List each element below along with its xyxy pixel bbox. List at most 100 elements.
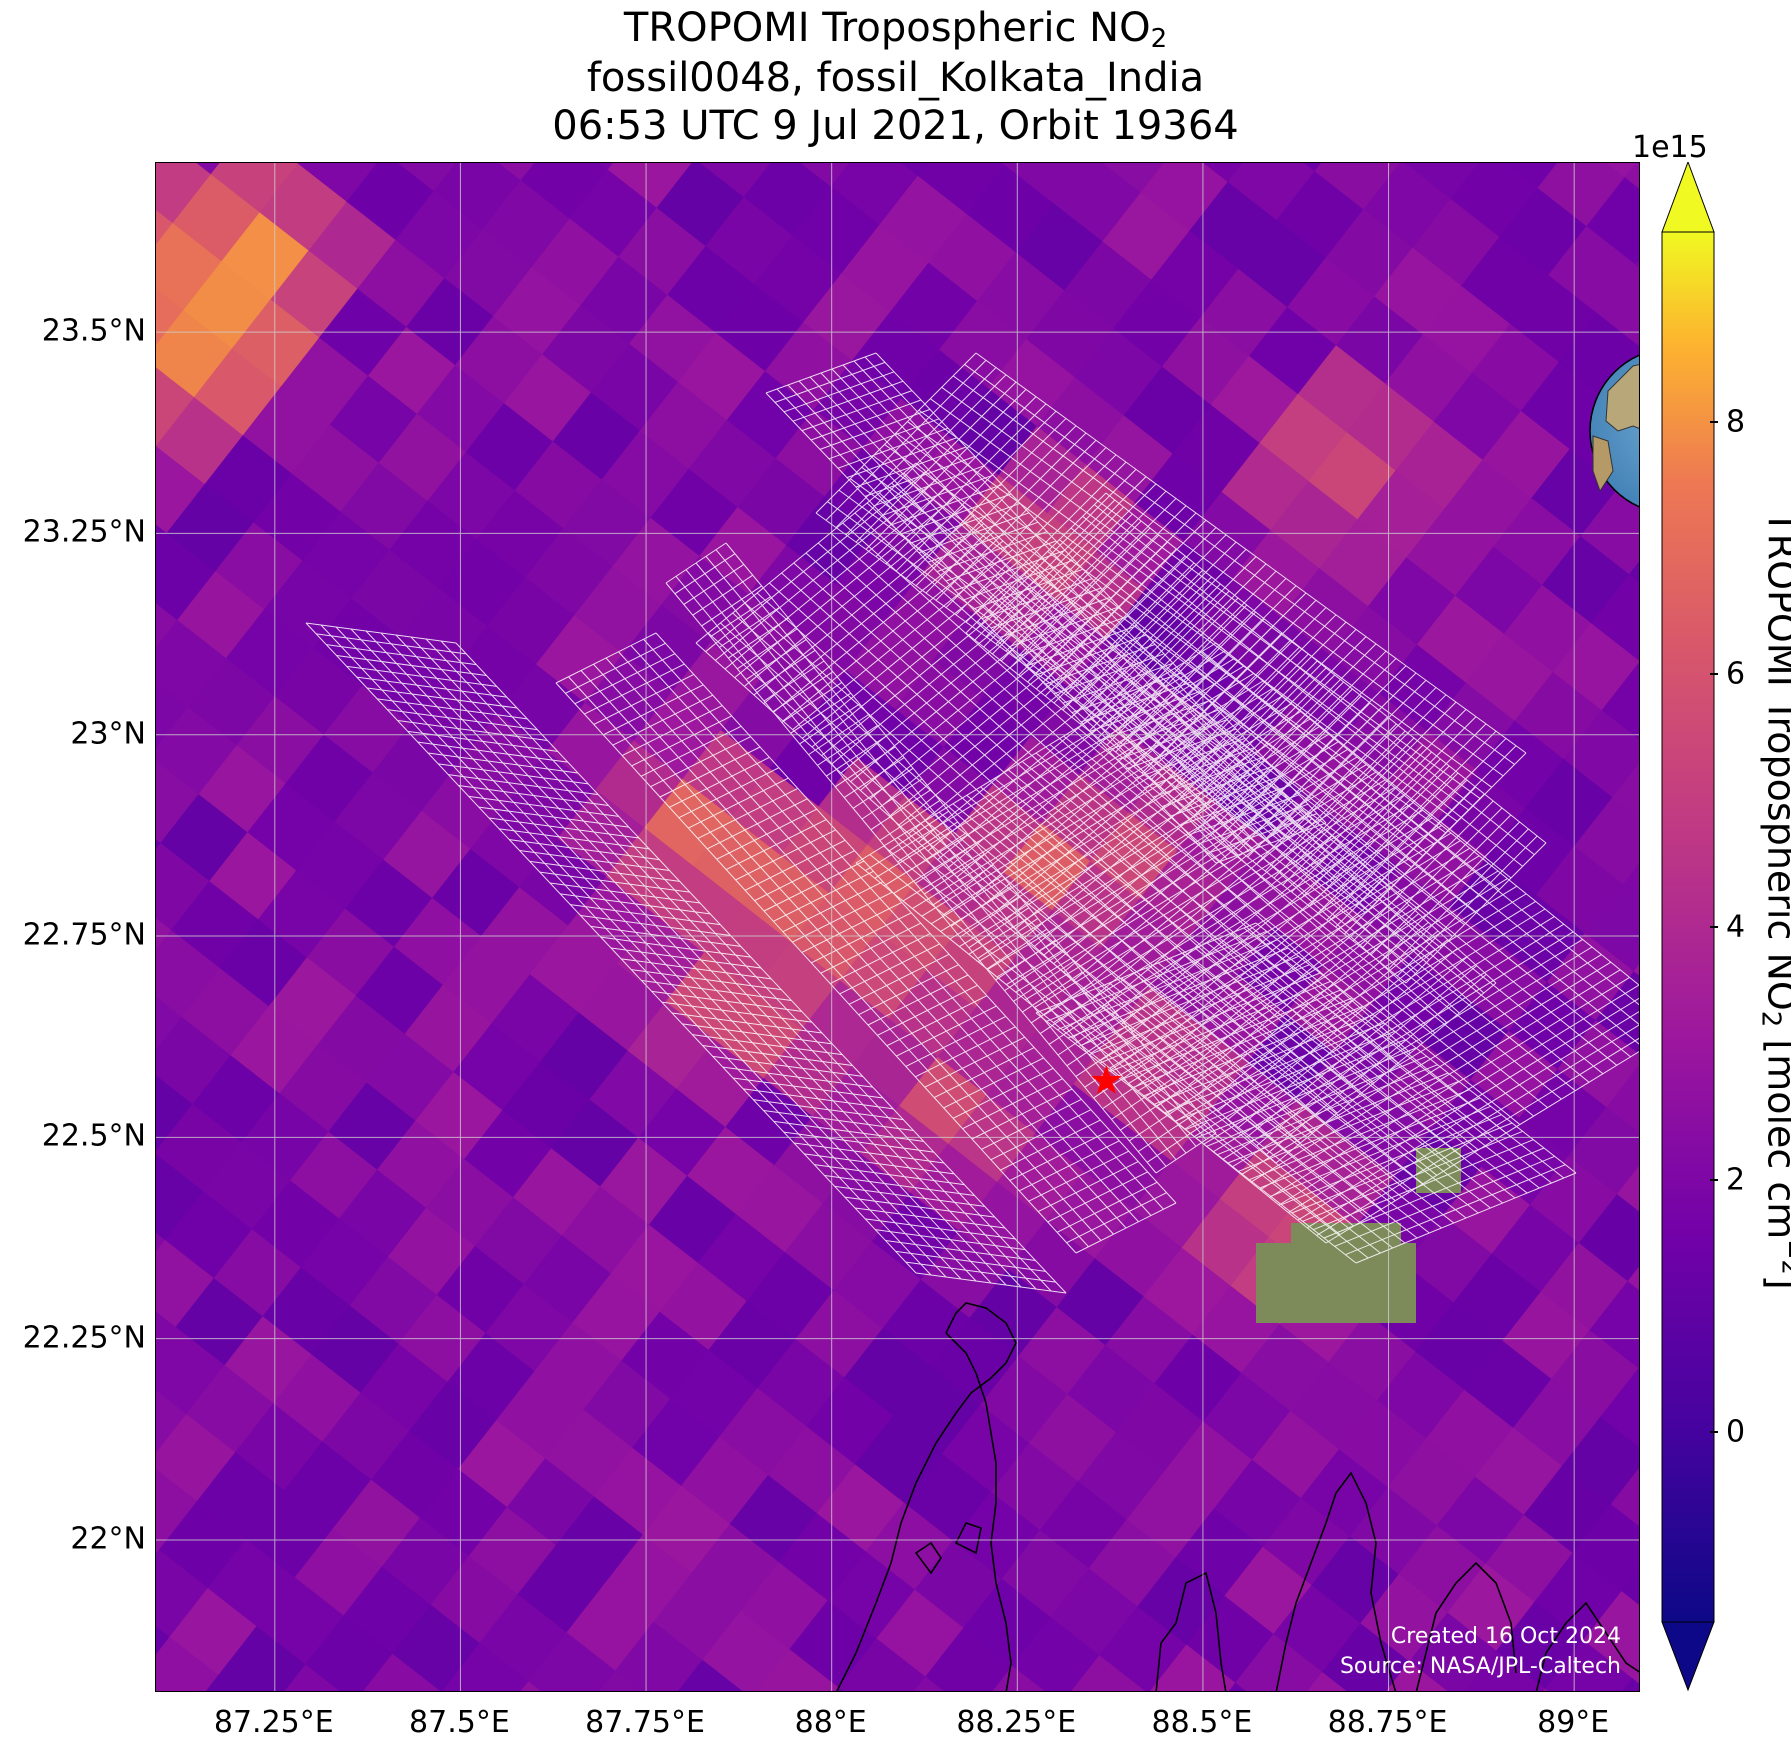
footprint-line xyxy=(417,741,568,763)
footprint-line xyxy=(641,980,792,1001)
footprint-line xyxy=(1006,764,1367,986)
latitude-tick-label: 23.25°N xyxy=(22,514,146,550)
footprint-line xyxy=(736,628,798,670)
colorbar-tick-mark xyxy=(1710,1431,1718,1434)
footprint-line xyxy=(1118,855,1480,1077)
no2-pixel xyxy=(156,223,223,313)
no2-pixel xyxy=(742,163,833,239)
footprint-line xyxy=(603,684,704,736)
no2-pixel xyxy=(1562,710,1639,800)
no2-pixel xyxy=(156,1311,178,1356)
no2-pixel-map xyxy=(156,163,1639,1691)
footprint-line xyxy=(865,389,1027,550)
footprint-line xyxy=(1250,961,1612,1183)
footprint-line xyxy=(773,1120,924,1142)
footprint-line xyxy=(1269,976,1630,1198)
footprint-line xyxy=(811,912,912,964)
no2-pixel xyxy=(1600,662,1639,742)
map-subtitle-time: 06:53 UTC 9 Jul 2021, Orbit 19364 xyxy=(552,103,1239,149)
footprint-line xyxy=(1013,960,1074,1002)
footprint-line xyxy=(1388,828,1529,970)
footprint-line xyxy=(888,810,950,852)
footprint-line xyxy=(651,990,802,1012)
footprint-line xyxy=(801,390,913,432)
map-title: TROPOMI Tropospheric NO2 xyxy=(623,5,1168,54)
footprint-line xyxy=(1055,527,1217,688)
footprint-line xyxy=(915,1272,1067,1294)
footprint-line xyxy=(539,871,690,893)
footprint-line xyxy=(1174,1030,1395,1122)
footprint-line xyxy=(1241,954,1602,1176)
footprint-line xyxy=(580,915,731,936)
coastline-east-1 xyxy=(1155,1571,1227,1691)
no2-pixel xyxy=(156,842,211,933)
no2-pixel xyxy=(1577,1194,1639,1284)
footprint-line xyxy=(1222,938,1583,1160)
footprint-line xyxy=(610,947,762,969)
no2-pixel xyxy=(156,1326,227,1417)
footprint-line xyxy=(1093,1057,1154,1099)
no2-pixel xyxy=(1615,1165,1639,1214)
footprint-line xyxy=(1150,639,1292,781)
footprint-line xyxy=(964,364,1515,765)
footprint-line xyxy=(1188,794,1300,836)
footprint-line xyxy=(1005,490,1167,652)
footprint-line xyxy=(974,499,1116,641)
colorbar-extend-max xyxy=(1661,162,1715,233)
footprint-line xyxy=(1370,814,1512,956)
footprint-line xyxy=(1165,893,1527,1115)
no2-pixel xyxy=(156,707,239,797)
footprint-line xyxy=(1130,852,1352,1034)
no2-pixel xyxy=(217,1626,307,1691)
inset-globe xyxy=(1588,331,1639,531)
footprint-line xyxy=(1018,534,1160,676)
no2-pixel xyxy=(1464,1650,1547,1691)
footprint-line xyxy=(1024,757,1245,939)
footprint-line xyxy=(631,969,782,991)
longitude-tick-label: 88.25°E xyxy=(956,1705,1077,1740)
footprint-line xyxy=(1396,835,1538,977)
footprint-line xyxy=(975,352,1527,754)
footprint-line xyxy=(865,1218,1016,1240)
footprint-line xyxy=(860,609,1081,791)
footprint-line xyxy=(1275,687,1437,848)
footprint-line xyxy=(468,795,619,817)
satellite-image-patch xyxy=(1291,1223,1401,1283)
footprint-line xyxy=(1116,719,1228,761)
no2-pixel xyxy=(1228,1682,1246,1691)
footprint-line xyxy=(965,461,1127,623)
no2-pixel xyxy=(1582,1591,1639,1681)
footprint-line xyxy=(943,1057,1044,1109)
footprint-line xyxy=(397,720,548,741)
coastline xyxy=(836,1302,1639,1691)
footprint-line xyxy=(735,829,836,881)
footprint-line xyxy=(1026,625,1138,667)
footprint-line xyxy=(935,439,1097,601)
no2-pixel xyxy=(1620,1568,1639,1608)
footprint-line xyxy=(792,549,1013,731)
colorbar-tick-label: 8 xyxy=(1726,404,1746,440)
footprint-line xyxy=(732,1077,884,1099)
footprint-line xyxy=(891,484,1003,526)
footprint-line xyxy=(1146,1121,1208,1163)
footprint-line xyxy=(855,446,967,488)
footprint-line xyxy=(1317,772,1459,914)
no2-pixel xyxy=(391,1604,481,1691)
footprint-line xyxy=(683,564,745,605)
latitude-tick-label: 23°N xyxy=(70,716,146,752)
footprint-line xyxy=(1128,862,1489,1084)
footprint-line xyxy=(1131,997,1353,1089)
footprint-line xyxy=(1045,519,1207,681)
footprint-line xyxy=(427,752,579,774)
no2-pixel xyxy=(363,1653,441,1691)
footprint-line xyxy=(356,676,507,698)
footprint-line xyxy=(844,1196,995,1218)
footprint-grid-overlay xyxy=(305,352,1639,1294)
longitude-tick-label: 87.75°E xyxy=(585,1705,705,1740)
no2-pixel xyxy=(284,1664,340,1691)
no2-pixels xyxy=(156,163,1639,1691)
no2-pixel xyxy=(696,163,773,200)
footprint-line xyxy=(1231,946,1593,1168)
footprint-line xyxy=(1000,520,1142,662)
satellite-imagery-patches xyxy=(1256,1148,1461,1323)
